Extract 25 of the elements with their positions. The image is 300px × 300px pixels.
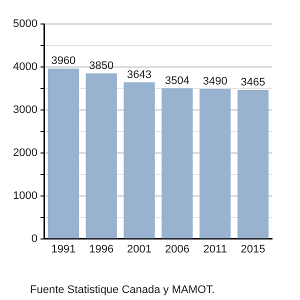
y-tick-label: 0 [31,232,38,245]
data-label: 3850 [89,60,114,72]
bar [162,88,193,238]
bar [200,88,231,238]
data-label: 3643 [127,68,152,81]
data-label: 3465 [240,76,266,88]
x-tick-label: 1991 [51,243,76,256]
x-tick-label: 2001 [127,243,152,256]
data-label: 3960 [51,55,76,68]
x-tick-label: 1996 [89,243,114,256]
data-label: 3490 [202,75,228,88]
x-tick-label: 2015 [240,243,266,256]
source-note: Fuente Statistique Canada y MAMOT. [30,284,215,296]
x-tick-label: 2011 [203,243,227,256]
y-tick-label: 2000 [12,146,38,159]
y-tick-label: 4000 [12,60,38,73]
bar [124,82,155,238]
bar [48,68,79,238]
y-tick-label: 1000 [12,190,38,202]
bar [86,73,117,238]
data-label: 3504 [164,74,190,87]
x-tick-label: 2006 [164,243,190,256]
y-tick-label: 3000 [12,104,38,116]
bar [237,90,269,238]
y-tick-label: 5000 [12,18,38,30]
